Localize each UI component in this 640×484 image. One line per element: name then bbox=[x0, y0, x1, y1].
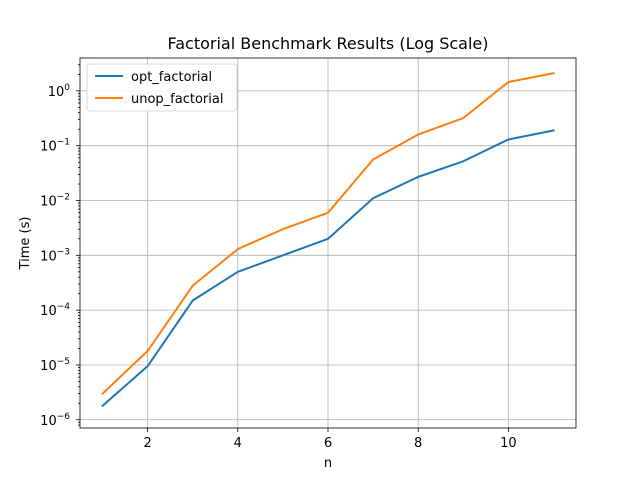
series-line-opt-factorial bbox=[101, 129, 555, 408]
legend-box bbox=[86, 63, 238, 112]
legend-label-opt-factorial: opt_factorial bbox=[131, 70, 212, 85]
y-tick-label-1e-1: 10−1 bbox=[40, 138, 70, 155]
grid bbox=[80, 58, 576, 428]
y-tick-label-1e-2: 10−2 bbox=[40, 193, 70, 210]
y-tick-label-1e-3: 10−3 bbox=[40, 247, 70, 264]
legend: opt_factorial unop_factorial bbox=[86, 63, 238, 112]
x-tick-label-10: 10 bbox=[500, 436, 517, 451]
y-tick-label-1e-5: 10−5 bbox=[40, 357, 70, 374]
x-tick-label-2: 2 bbox=[143, 436, 151, 451]
series-lines bbox=[101, 72, 555, 408]
y-axis-label: Time (s) bbox=[18, 217, 33, 271]
x-tick-label-4: 4 bbox=[234, 436, 242, 451]
chart-title: Factorial Benchmark Results (Log Scale) bbox=[167, 34, 488, 53]
axis-ticks: 2 4 6 8 10 10−6 10−5 10−4 10−3 10−2 10−1 100 bbox=[40, 64, 517, 451]
legend-label-unop-factorial: unop_factorial bbox=[131, 92, 223, 107]
x-axis-label: n bbox=[324, 456, 332, 471]
x-tick-label-8: 8 bbox=[414, 436, 422, 451]
y-tick-label-1e-4: 10−4 bbox=[40, 302, 70, 319]
x-tick-label-6: 6 bbox=[324, 436, 332, 451]
y-tick-label-1e0: 100 bbox=[48, 83, 71, 100]
series-line-unop-factorial bbox=[101, 72, 555, 396]
y-tick-label-1e-6: 10−6 bbox=[40, 412, 70, 429]
